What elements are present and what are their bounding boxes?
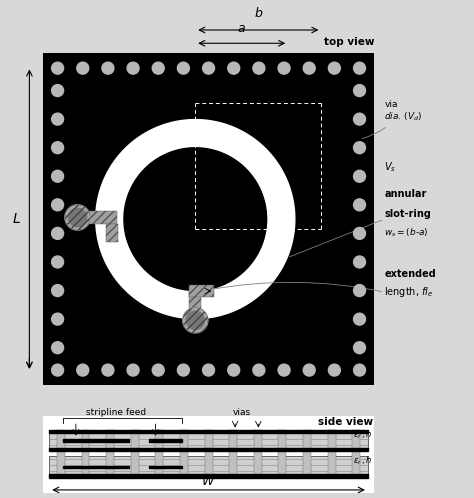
Circle shape (52, 170, 64, 182)
Text: extended: extended (384, 269, 436, 279)
Bar (189, 289, 201, 310)
Circle shape (52, 256, 64, 268)
Circle shape (65, 205, 90, 230)
Text: $W$: $W$ (201, 476, 216, 489)
Circle shape (278, 62, 290, 74)
Text: length, $fl_e$: length, $fl_e$ (384, 285, 434, 299)
Circle shape (202, 62, 215, 74)
Bar (82, 430, 90, 478)
Text: $\varepsilon_r\,,h$: $\varepsilon_r\,,h$ (353, 428, 373, 441)
Circle shape (328, 62, 340, 74)
Bar (49, 430, 368, 433)
Circle shape (52, 342, 64, 354)
Bar (49, 448, 368, 451)
Circle shape (127, 364, 139, 376)
Text: via
$dia.\,(V_d)$: via $dia.\,(V_d)$ (362, 100, 423, 139)
Bar (57, 430, 65, 478)
Circle shape (354, 228, 365, 240)
Bar (328, 430, 336, 478)
Circle shape (228, 62, 240, 74)
Circle shape (102, 62, 114, 74)
Text: slot-ring: slot-ring (384, 209, 431, 219)
Bar (106, 430, 114, 478)
Circle shape (52, 313, 64, 325)
Circle shape (52, 284, 64, 296)
Circle shape (177, 364, 190, 376)
Text: $L$: $L$ (12, 212, 20, 226)
Bar (49, 430, 368, 448)
Bar (352, 430, 360, 478)
Bar (63, 439, 129, 442)
Circle shape (52, 142, 64, 154)
Bar (49, 456, 368, 475)
Circle shape (52, 364, 64, 376)
Circle shape (354, 85, 365, 97)
Circle shape (354, 284, 365, 296)
Text: side view: side view (318, 417, 373, 427)
Circle shape (52, 62, 64, 74)
Circle shape (202, 364, 215, 376)
Bar (205, 430, 212, 478)
Circle shape (127, 62, 139, 74)
Circle shape (52, 85, 64, 97)
Circle shape (177, 62, 190, 74)
Circle shape (182, 308, 208, 333)
Text: annular: annular (384, 189, 427, 199)
Bar (254, 430, 262, 478)
Text: vias: vias (233, 408, 251, 417)
Bar (106, 224, 118, 243)
Circle shape (152, 364, 164, 376)
Bar (229, 430, 237, 478)
Text: stripline feed: stripline feed (86, 408, 146, 417)
Circle shape (102, 364, 114, 376)
Bar (149, 466, 182, 468)
Circle shape (354, 342, 365, 354)
Circle shape (253, 62, 265, 74)
Text: $b$: $b$ (254, 6, 263, 20)
Polygon shape (96, 120, 295, 319)
Circle shape (354, 313, 365, 325)
Circle shape (354, 170, 365, 182)
Text: $V_s$: $V_s$ (384, 160, 396, 174)
Bar (149, 439, 182, 442)
Circle shape (52, 228, 64, 240)
Circle shape (52, 199, 64, 211)
Bar (278, 430, 286, 478)
Circle shape (328, 364, 340, 376)
Bar (86, 211, 117, 224)
Bar (63, 466, 129, 468)
Circle shape (68, 208, 87, 227)
Bar (155, 430, 164, 478)
Text: $w_s = (b$-$a)$: $w_s = (b$-$a)$ (384, 227, 429, 239)
Circle shape (152, 62, 164, 74)
Circle shape (186, 311, 205, 330)
Bar (303, 430, 311, 478)
Text: top view: top view (324, 36, 374, 47)
Bar (131, 430, 139, 478)
Circle shape (278, 364, 290, 376)
Circle shape (354, 256, 365, 268)
Circle shape (303, 364, 315, 376)
Circle shape (253, 364, 265, 376)
Circle shape (52, 113, 64, 125)
Text: $\varepsilon_r\,,h$: $\varepsilon_r\,,h$ (353, 454, 373, 467)
Circle shape (354, 142, 365, 154)
Bar (189, 285, 214, 297)
Circle shape (77, 62, 89, 74)
Circle shape (354, 113, 365, 125)
Bar (180, 430, 188, 478)
Text: $a$: $a$ (237, 22, 246, 35)
Circle shape (354, 62, 365, 74)
Bar (49, 475, 368, 478)
Polygon shape (124, 148, 266, 290)
Circle shape (228, 364, 240, 376)
Circle shape (354, 364, 365, 376)
Circle shape (354, 199, 365, 211)
Circle shape (77, 364, 89, 376)
Circle shape (303, 62, 315, 74)
